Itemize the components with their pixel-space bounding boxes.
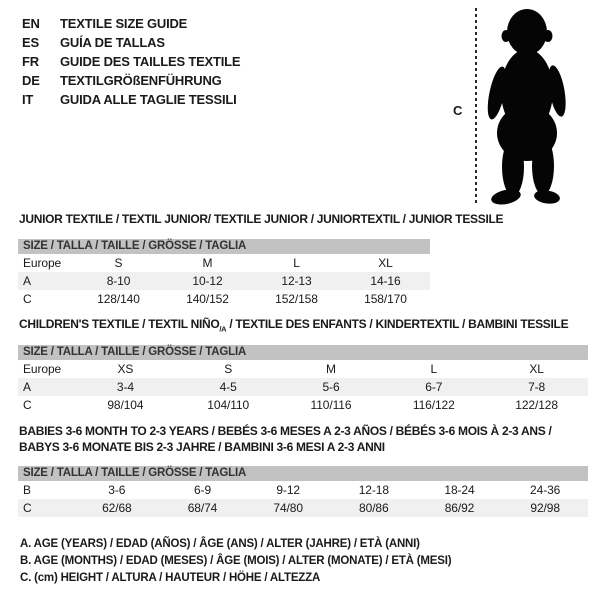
language-row-de: DE TEXTILGRÖßENFÜHRUNG [22, 71, 240, 90]
children-size-table: SIZE / TALLA / TAILLE / GRÖSSE / TAGLIA … [18, 345, 588, 414]
age-cell: 12-13 [281, 274, 312, 288]
junior-table-title: JUNIOR TEXTILE / TEXTIL JUNIOR/ TEXTILE … [19, 212, 504, 226]
row-label: Europe [23, 362, 62, 376]
children-title-part1: CHILDREN'S TEXTILE / TEXTIL NIÑO [19, 317, 220, 331]
language-code: ES [22, 35, 39, 50]
height-cell: 116/122 [412, 398, 455, 412]
language-code: DE [22, 73, 40, 88]
height-cell: 158/170 [364, 292, 407, 306]
babies-table-title: BABIES 3-6 MONTH TO 2-3 YEARS / BEBÉS 3-… [19, 423, 579, 455]
baby-silhouette-icon [487, 9, 566, 205]
table-row: A 3-4 4-5 5-6 6-7 7-8 [18, 378, 588, 396]
guide-title-en: TEXTILE SIZE GUIDE [60, 16, 188, 31]
babies-title-line1: BABIES 3-6 MONTH TO 2-3 YEARS / BEBÉS 3-… [19, 424, 552, 438]
legend-line-b: B. AGE (MONTHS) / EDAD (MESES) / ÂGE (MO… [20, 555, 452, 567]
height-cell: 110/116 [310, 398, 352, 412]
size-cell: M [326, 362, 336, 376]
size-cell: L [430, 362, 438, 376]
age-cell: 14-16 [370, 274, 401, 288]
height-cell: 104/110 [207, 398, 250, 412]
age-cell: 5-6 [322, 380, 340, 394]
row-label: Europe [23, 256, 62, 270]
table-row: A 8-10 10-12 12-13 14-16 [18, 272, 430, 290]
age-cell: 4-5 [219, 380, 237, 394]
language-code: IT [22, 92, 34, 107]
children-title-sub: /A [219, 324, 227, 334]
age-cell: 9-12 [276, 483, 300, 497]
language-code: EN [22, 16, 40, 31]
guide-title-es: GUÍA DE TALLAS [60, 35, 165, 50]
size-cell: S [114, 256, 123, 270]
guide-title-it: GUIDA ALLE TAGLIE TESSILI [60, 92, 237, 107]
age-cell: 10-12 [192, 274, 223, 288]
age-cell: 3-6 [108, 483, 126, 497]
table-row: C 62/68 68/74 74/80 80/86 86/92 92/98 [18, 499, 588, 517]
table-row: C 98/104 104/110 110/116 116/122 122/128 [18, 396, 588, 414]
junior-size-table: SIZE / TALLA / TAILLE / GRÖSSE / TAGLIA … [18, 239, 430, 308]
babies-title-line2: BABYS 3-6 MONATE BIS 2-3 JAHRE / BAMBINI… [19, 440, 385, 454]
size-header-bar: SIZE / TALLA / TAILLE / GRÖSSE / TAGLIA [18, 466, 588, 481]
legend-line-a: A. AGE (YEARS) / EDAD (AÑOS) / ÂGE (ANS)… [20, 538, 420, 550]
legend-line-c: C. (cm) HEIGHT / ALTURA / HAUTEUR / HÖHE… [20, 572, 321, 584]
height-cell: 86/92 [444, 501, 475, 515]
row-label: A [23, 274, 31, 288]
size-cell: M [202, 256, 213, 270]
guide-title-fr: GUIDE DES TAILLES TEXTILE [60, 54, 241, 69]
height-cell: 140/152 [186, 292, 229, 306]
height-cell: 122/128 [515, 398, 558, 412]
age-cell: 18-24 [444, 483, 475, 497]
height-cell: 62/68 [102, 501, 132, 515]
legend: A. AGE (YEARS) / EDAD (AÑOS) / ÂGE (ANS)… [20, 536, 452, 587]
size-cell: XL [378, 256, 393, 270]
row-label: A [23, 380, 31, 394]
size-cell: S [224, 362, 233, 376]
height-cell: 152/158 [275, 292, 318, 306]
age-cell: 3-4 [116, 380, 134, 394]
guide-title-de: TEXTILGRÖßENFÜHRUNG [60, 73, 222, 88]
row-label: C [23, 501, 32, 515]
language-row-fr: FR GUIDE DES TAILLES TEXTILE [22, 52, 241, 71]
height-cell: 98/104 [107, 398, 144, 412]
height-cell: 128/140 [97, 292, 140, 306]
table-row: Europe XS S M L XL [18, 360, 588, 378]
row-label: C [23, 292, 32, 306]
height-measure-line-icon [475, 8, 477, 206]
language-title-list: EN TEXTILE SIZE GUIDE ES GUÍA DE TALLAS … [22, 14, 241, 109]
height-cell: 74/80 [273, 501, 303, 515]
size-header-bar: SIZE / TALLA / TAILLE / GRÖSSE / TAGLIA [18, 345, 588, 360]
size-cell: L [293, 256, 300, 270]
row-label: C [23, 398, 32, 412]
age-cell: 24-36 [530, 483, 561, 497]
age-cell: 8-10 [106, 274, 131, 288]
language-row-it: IT GUIDA ALLE TAGLIE TESSILI [22, 90, 240, 109]
children-title-part2: / TEXTILE DES ENFANTS / KINDERTEXTIL / B… [226, 317, 569, 331]
age-cell: 6-9 [193, 483, 212, 497]
language-code: FR [22, 54, 39, 69]
table-row: Europe S M L XL [18, 254, 430, 272]
babies-size-table: SIZE / TALLA / TAILLE / GRÖSSE / TAGLIA … [18, 466, 588, 517]
table-row: C 128/140 140/152 152/158 158/170 [18, 290, 430, 308]
height-cell: 92/98 [530, 501, 560, 515]
language-row-es: ES GUÍA DE TALLAS [22, 33, 240, 52]
language-row-en: EN TEXTILE SIZE GUIDE [22, 14, 240, 33]
row-label: B [23, 483, 31, 497]
size-header-bar: SIZE / TALLA / TAILLE / GRÖSSE / TAGLIA [18, 239, 430, 254]
size-cell: XS [117, 362, 134, 376]
size-cell: XL [529, 362, 544, 376]
children-table-title: CHILDREN'S TEXTILE / TEXTIL NIÑO/A / TEX… [19, 317, 569, 334]
age-cell: 7-8 [528, 380, 546, 394]
table-row: B 3-6 6-9 9-12 12-18 18-24 24-36 [18, 481, 588, 499]
height-label: C [453, 103, 463, 118]
age-cell: 12-18 [358, 483, 389, 497]
height-cell: 80/86 [359, 501, 389, 515]
age-cell: 6-7 [425, 380, 443, 394]
height-cell: 68/74 [187, 501, 218, 515]
